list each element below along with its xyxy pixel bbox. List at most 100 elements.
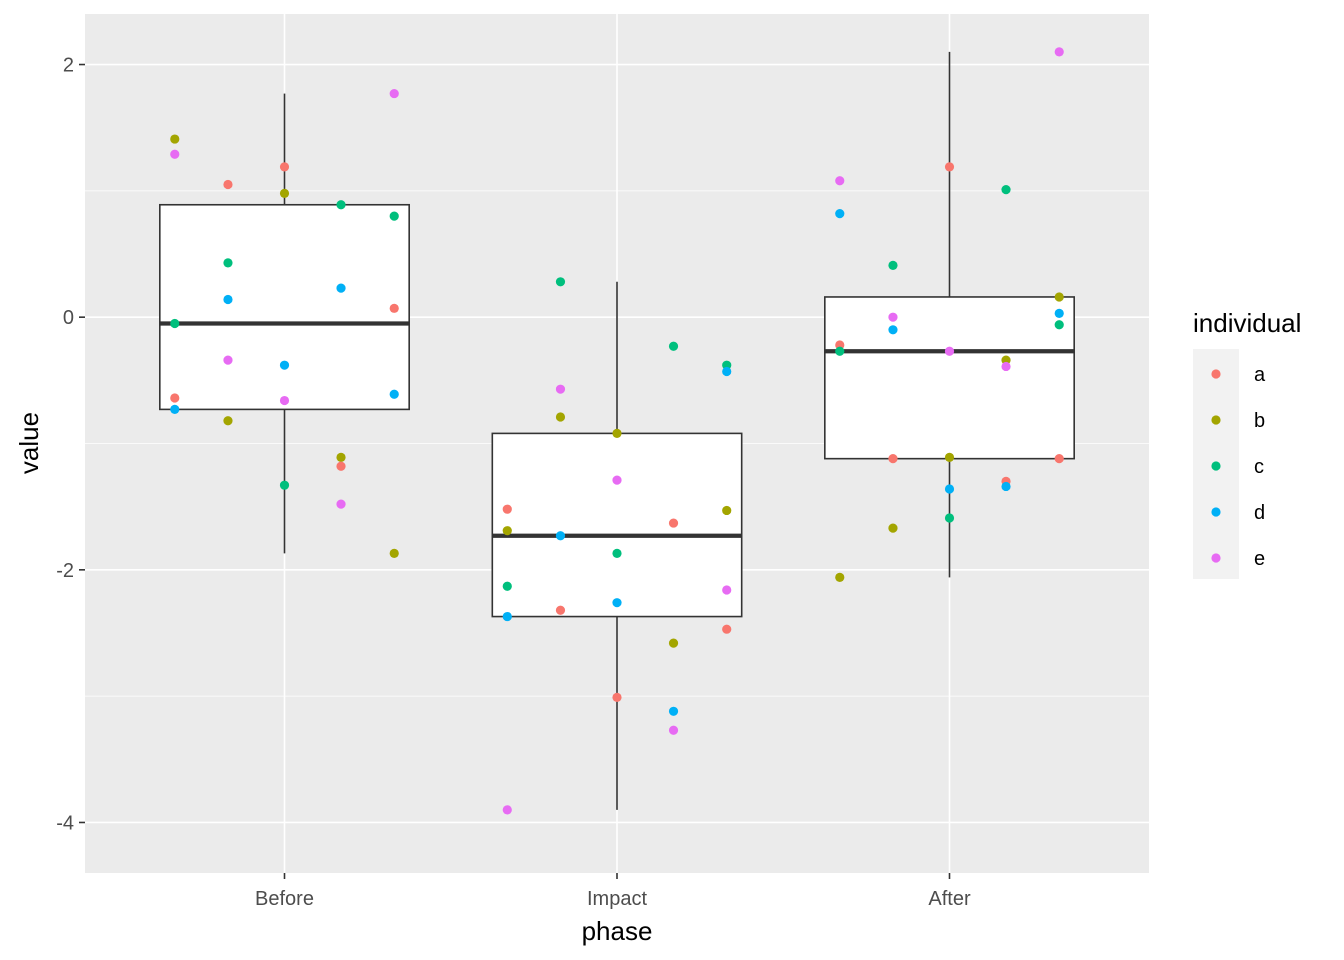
y-tick-label: -4 [56, 812, 74, 834]
y-axis-title: value [14, 412, 44, 474]
legend-key-point [1211, 507, 1221, 517]
legend-key-point [1211, 461, 1221, 471]
point-d [223, 294, 233, 305]
point-d [279, 360, 290, 370]
point-e [555, 384, 566, 394]
point-d [888, 325, 898, 335]
point-c [888, 260, 898, 270]
legend-key-point [1211, 415, 1221, 425]
legend: individual a b c d e [1193, 308, 1301, 579]
point-a [944, 162, 955, 172]
point-d [1054, 308, 1064, 318]
box-iqr [824, 296, 1075, 460]
point-b [722, 505, 732, 516]
point-c [668, 341, 679, 351]
x-tick-label: Impact [587, 888, 647, 910]
point-e [888, 312, 898, 322]
point-d [612, 598, 622, 608]
point-b [555, 412, 566, 422]
point-a [612, 692, 622, 703]
data-points [170, 47, 1064, 815]
y-tick-label: -2 [56, 560, 74, 582]
point-c [612, 548, 622, 559]
point-e [944, 346, 955, 356]
point-b [944, 452, 955, 462]
point-a [502, 504, 512, 514]
point-c [722, 360, 732, 370]
y-tick-label: 2 [63, 55, 74, 77]
point-d [336, 283, 346, 293]
point-b [612, 428, 622, 438]
point-a [223, 179, 233, 190]
point-a [279, 162, 290, 172]
point-d [502, 611, 512, 622]
y-tick-label: 0 [63, 307, 74, 329]
legend-label: a [1254, 364, 1266, 386]
point-b [1001, 355, 1011, 365]
point-b [279, 188, 290, 198]
point-d [170, 404, 180, 414]
point-b [170, 134, 180, 144]
point-d [668, 706, 679, 716]
legend-item-d: d [1211, 502, 1265, 524]
point-e [336, 499, 346, 509]
point-e [170, 149, 180, 159]
point-b [389, 548, 399, 559]
point-e [389, 88, 399, 99]
point-e [1001, 361, 1011, 372]
point-e [722, 585, 732, 595]
point-b [888, 523, 898, 533]
point-e [1054, 47, 1064, 57]
point-b [835, 572, 845, 583]
point-c [944, 513, 955, 523]
point-a [888, 454, 898, 464]
point-e [835, 176, 845, 186]
point-c [502, 581, 512, 591]
boxplot-before [159, 93, 410, 554]
point-a [1054, 454, 1064, 464]
box-iqr [491, 432, 743, 618]
point-d [944, 484, 955, 494]
point-c [1001, 184, 1011, 195]
x-axis: Before Impact After [255, 873, 971, 910]
point-c [389, 211, 399, 221]
point-d [1001, 481, 1011, 492]
point-c [279, 480, 290, 490]
point-a [336, 461, 346, 471]
point-a [555, 605, 566, 615]
point-e [223, 355, 233, 365]
point-e [502, 805, 512, 815]
boxplots [159, 51, 1075, 810]
point-c [555, 277, 566, 287]
legend-key-point [1211, 369, 1221, 379]
point-c [170, 318, 180, 329]
legend-key-point [1211, 553, 1221, 563]
x-axis-title: phase [582, 916, 653, 946]
point-d [389, 389, 399, 399]
point-c [223, 258, 233, 268]
boxplot-after [824, 51, 1075, 578]
legend-item-b: b [1211, 410, 1265, 432]
point-e [612, 475, 622, 485]
point-a [170, 393, 180, 403]
point-a [722, 624, 732, 634]
legend-label: b [1254, 410, 1265, 432]
point-a [835, 340, 845, 350]
point-d [835, 208, 845, 219]
legend-title: individual [1193, 308, 1301, 338]
point-c [835, 346, 845, 356]
point-b [502, 526, 512, 536]
legend-label: c [1254, 456, 1264, 478]
point-b [1054, 292, 1064, 302]
point-e [279, 395, 290, 406]
legend-item-a: a [1211, 364, 1266, 386]
legend-label: e [1254, 548, 1265, 570]
point-c [1054, 320, 1064, 330]
point-b [336, 452, 346, 462]
point-b [668, 638, 679, 648]
box-iqr [159, 203, 410, 411]
x-tick-label: After [928, 888, 971, 910]
x-tick-label: Before [255, 888, 314, 910]
point-d [555, 531, 566, 541]
